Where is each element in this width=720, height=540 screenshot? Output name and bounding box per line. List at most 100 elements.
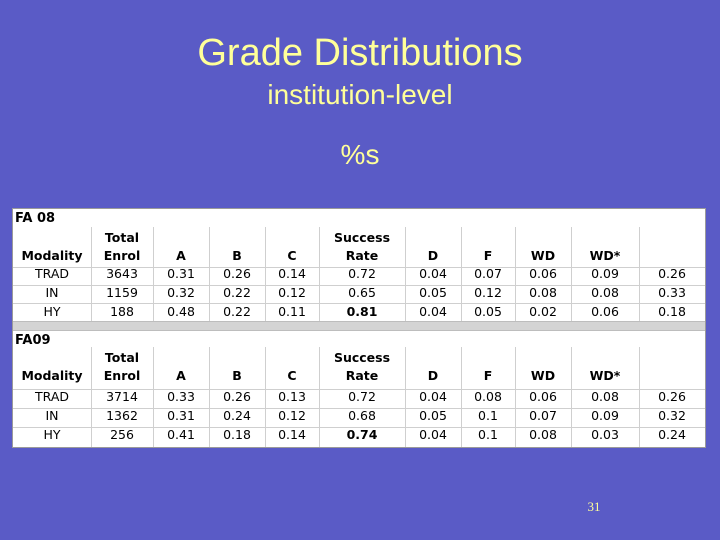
cell-f: 0.1: [478, 408, 498, 423]
cell-enrol: 256: [110, 427, 134, 442]
grid-line: [571, 347, 572, 447]
cell-d: 0.04: [419, 427, 447, 442]
cell-b: 0.26: [223, 389, 251, 404]
grid-line: [265, 227, 266, 321]
cell-wd-star: 0.09: [591, 408, 619, 423]
cell-d: 0.05: [419, 285, 447, 300]
grid-line: [13, 267, 705, 268]
cell-a: 0.48: [167, 304, 195, 319]
cell-enrol: 1159: [106, 285, 138, 300]
cell-d: 0.05: [419, 408, 447, 423]
cell-wd: 0.08: [529, 285, 557, 300]
header-success: Success: [333, 230, 391, 245]
header-success-rate: Rate: [345, 368, 379, 383]
cell-success-rate: 0.65: [348, 285, 376, 300]
cell-wd: 0.06: [529, 389, 557, 404]
grid-line: [13, 303, 705, 304]
cell-c: 0.14: [278, 266, 306, 281]
header-enrol: Enrol: [103, 248, 141, 263]
grid-line: [91, 227, 92, 321]
header-total: Total: [104, 230, 140, 245]
cell-c: 0.11: [278, 304, 306, 319]
table-fa09: FA09 Total Success Modality Enrol A B C Rate D F WD…: [13, 331, 705, 447]
header-wd-star: WD*: [589, 368, 621, 383]
grade-distribution-table: FA 08 Total Success Modality Enrol A B C Rate D F W…: [12, 208, 706, 448]
grid-line: [319, 227, 320, 321]
header-total: Total: [104, 350, 140, 365]
cell-extra: 0.33: [658, 285, 686, 300]
grid-line: [209, 347, 210, 447]
grid-line: [461, 227, 462, 321]
table-separator: [13, 321, 705, 331]
cell-a: 0.32: [167, 285, 195, 300]
header-d: D: [427, 368, 439, 383]
grid-line: [13, 389, 705, 390]
cell-success-rate: 0.72: [348, 266, 376, 281]
cell-modality: HY: [43, 304, 61, 319]
cell-b: 0.26: [223, 266, 251, 281]
grid-line: [91, 347, 92, 447]
cell-wd: 0.07: [529, 408, 557, 423]
grid-line: [639, 347, 640, 447]
cell-modality: TRAD: [35, 266, 69, 281]
cell-f: 0.12: [474, 285, 502, 300]
grid-line: [461, 347, 462, 447]
header-wd: WD: [530, 248, 556, 263]
grid-line: [13, 285, 705, 286]
cell-d: 0.04: [419, 389, 447, 404]
slide-subtitle: institution-level: [267, 79, 453, 110]
table-label: FA09: [15, 333, 51, 348]
grid-line: [209, 227, 210, 321]
header-f: F: [483, 368, 493, 383]
cell-enrol: 3643: [106, 266, 138, 281]
header-modality: Modality: [21, 248, 83, 263]
grid-line: [153, 227, 154, 321]
cell-extra: 0.32: [658, 408, 686, 423]
header-c: C: [287, 368, 297, 383]
table-label: FA 08: [15, 211, 56, 226]
cell-extra: 0.26: [658, 389, 686, 404]
cell-f: 0.05: [474, 304, 502, 319]
percent-label: %s: [340, 139, 380, 170]
cell-enrol: 188: [110, 304, 134, 319]
cell-c: 0.13: [278, 389, 306, 404]
header-f: F: [483, 248, 493, 263]
grid-line: [405, 347, 406, 447]
cell-wd-star: 0.06: [591, 304, 619, 319]
cell-a: 0.41: [167, 427, 195, 442]
cell-success-rate: 0.74: [346, 427, 378, 442]
header-a: A: [176, 368, 186, 383]
cell-wd-star: 0.08: [591, 285, 619, 300]
cell-f: 0.08: [474, 389, 502, 404]
header-wd-star: WD*: [589, 248, 621, 263]
header-b: B: [232, 248, 242, 263]
grid-line: [515, 347, 516, 447]
cell-wd-star: 0.03: [591, 427, 619, 442]
cell-wd: 0.06: [529, 266, 557, 281]
cell-success-rate: 0.72: [348, 389, 376, 404]
header-wd: WD: [530, 368, 556, 383]
cell-c: 0.12: [278, 408, 306, 423]
cell-b: 0.24: [223, 408, 251, 423]
header-c: C: [287, 248, 297, 263]
cell-enrol: 1362: [106, 408, 138, 423]
cell-success-rate: 0.68: [348, 408, 376, 423]
cell-c: 0.12: [278, 285, 306, 300]
cell-f: 0.1: [478, 427, 498, 442]
grid-line: [639, 227, 640, 321]
cell-d: 0.04: [419, 266, 447, 281]
table-fa08: FA 08 Total Success Modality Enrol A B C Rate D F W…: [13, 209, 705, 321]
cell-extra: 0.18: [658, 304, 686, 319]
cell-success-rate: 0.81: [346, 304, 378, 319]
cell-c: 0.14: [278, 427, 306, 442]
cell-b: 0.18: [223, 427, 251, 442]
cell-wd-star: 0.08: [591, 389, 619, 404]
cell-wd: 0.08: [529, 427, 557, 442]
header-d: D: [427, 248, 439, 263]
cell-enrol: 3714: [106, 389, 138, 404]
grid-line: [153, 347, 154, 447]
cell-b: 0.22: [223, 304, 251, 319]
cell-modality: TRAD: [35, 389, 69, 404]
cell-modality: IN: [45, 285, 59, 300]
header-a: A: [176, 248, 186, 263]
